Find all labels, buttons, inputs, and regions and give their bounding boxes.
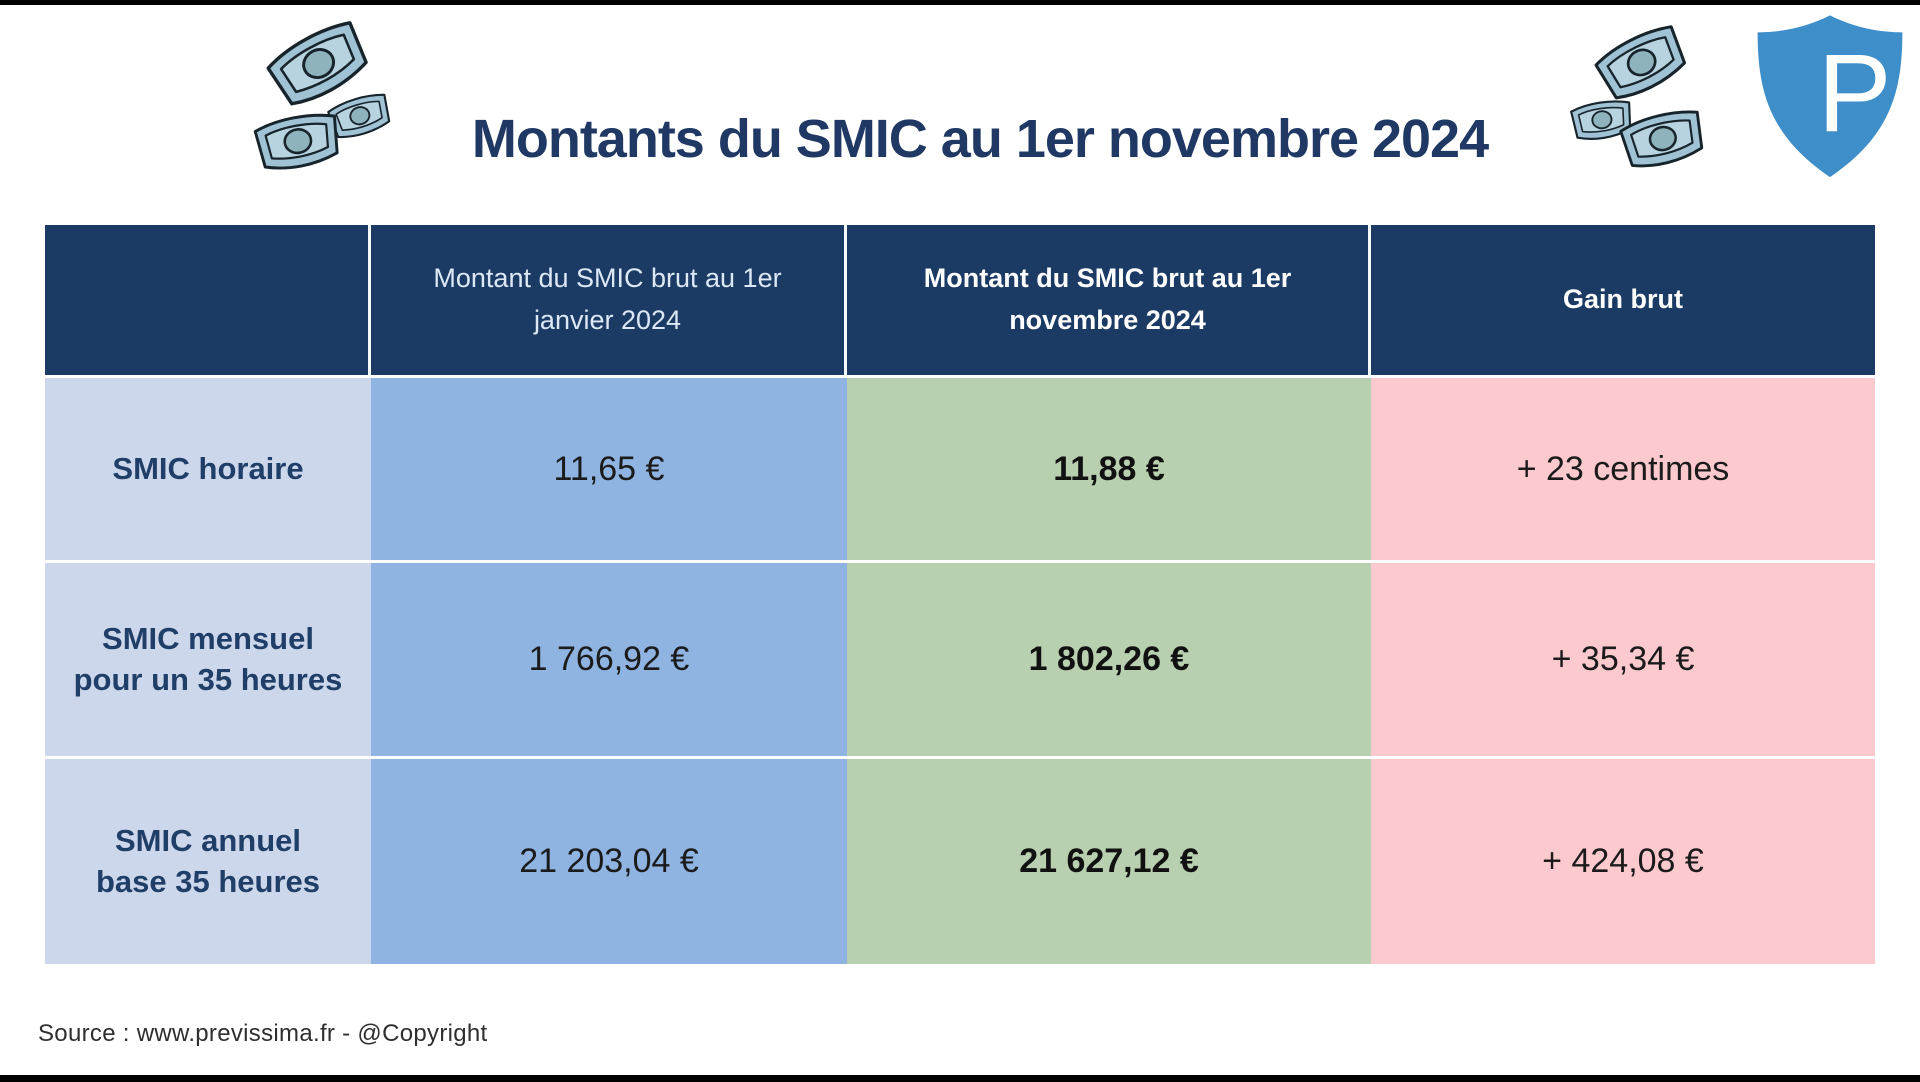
table-header-gain-brut: Gain brut [1371, 225, 1875, 375]
value-horaire-january: 11,65 € [371, 378, 847, 560]
banknote-icon [1588, 17, 1696, 110]
value-annuel-gain: + 424,08 € [1371, 759, 1875, 964]
top-border-line [0, 0, 1920, 5]
logo-letter-p: P [1818, 32, 1892, 155]
previssima-shield-logo-icon: P [1757, 15, 1903, 178]
value-horaire-gain: + 23 centimes [1371, 378, 1875, 560]
table-header-november-2024: Montant du SMIC brut au 1er novembre 202… [847, 225, 1371, 375]
source-text: Source : www.previssima.fr - @Copyright [38, 1020, 488, 1047]
bottom-border-line [0, 1075, 1920, 1082]
row-label-smic-horaire: SMIC horaire [45, 378, 371, 560]
value-mensuel-january: 1 766,92 € [371, 563, 847, 756]
smic-amounts-table: Montant du SMIC brut au 1er janvier 2024… [45, 225, 1875, 964]
value-mensuel-gain: + 35,34 € [1371, 563, 1875, 756]
value-annuel-november: 21 627,12 € [847, 759, 1371, 964]
row-label-smic-annuel: SMIC annuel base 35 heures [45, 759, 371, 964]
table-header-january-2024: Montant du SMIC brut au 1er janvier 2024 [371, 225, 847, 375]
row-label-smic-mensuel: SMIC mensuel pour un 35 heures [45, 563, 371, 756]
shield-shape [1757, 15, 1903, 178]
table-header-empty [45, 225, 371, 375]
value-mensuel-november: 1 802,26 € [847, 563, 1371, 756]
value-horaire-november: 11,88 € [847, 378, 1371, 560]
page-title: Montants du SMIC au 1er novembre 2024 [471, 109, 1489, 170]
value-annuel-january: 21 203,04 € [371, 759, 847, 964]
banknotes-icon-right-group [1568, 28, 1718, 188]
